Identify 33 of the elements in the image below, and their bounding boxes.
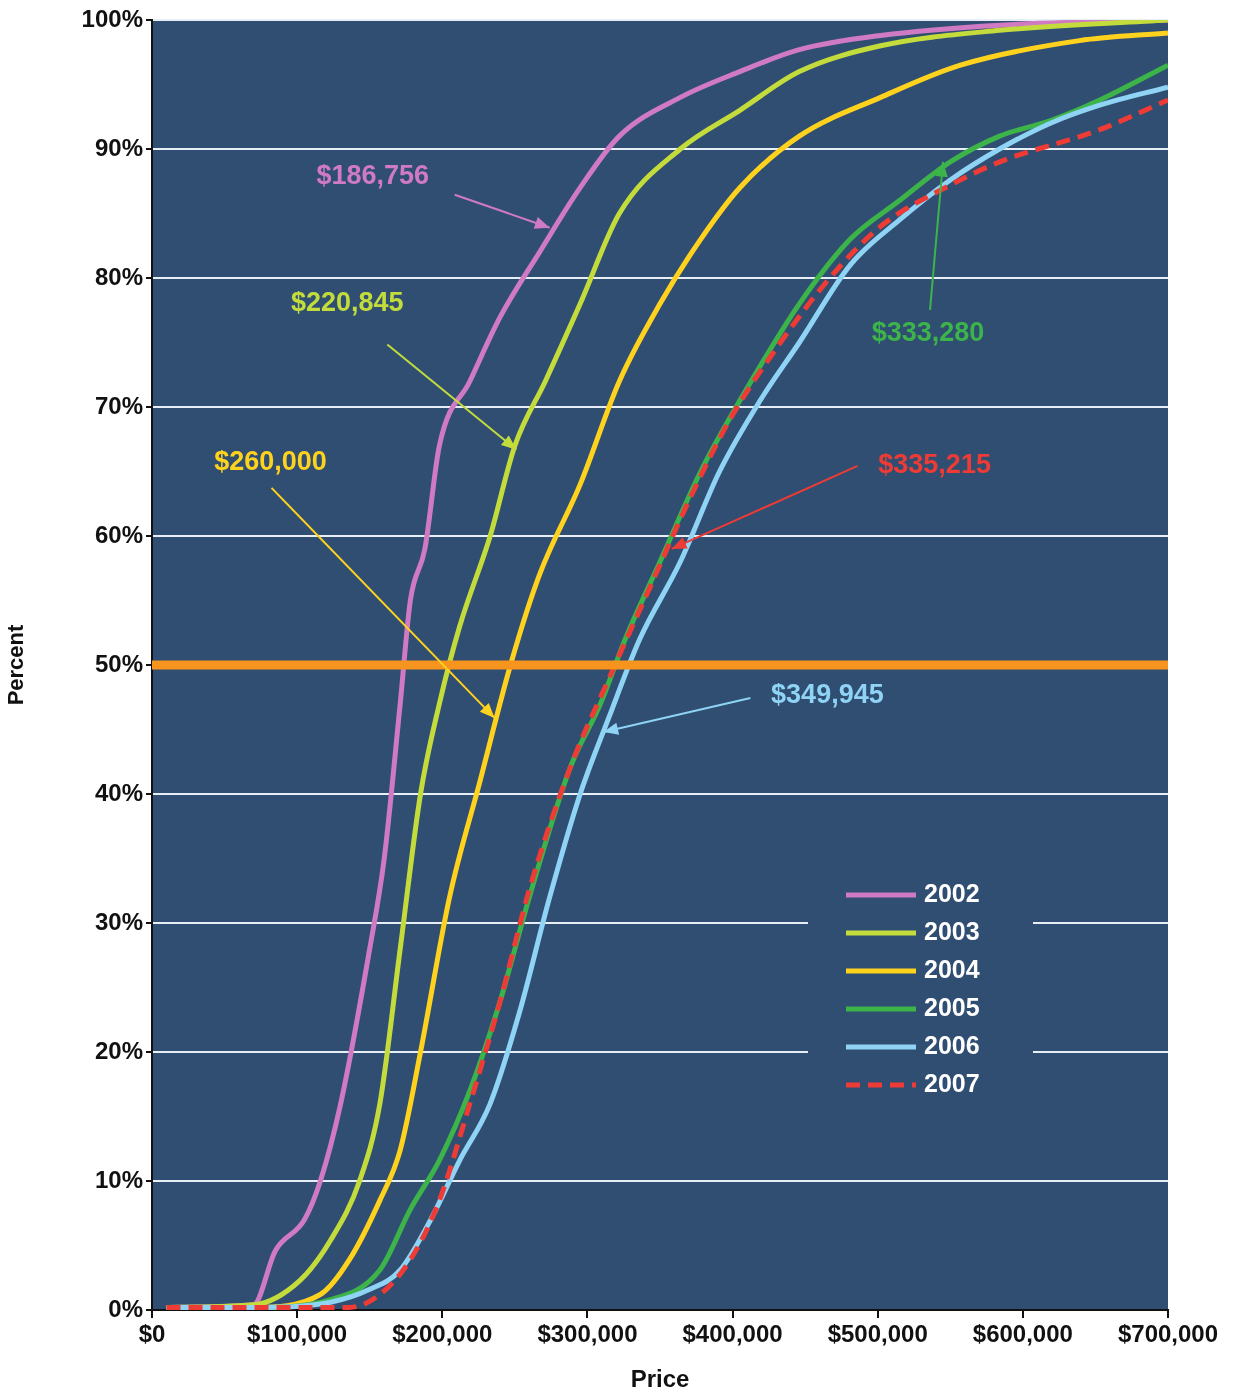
annotation: $186,756 [316,160,429,191]
x-tick-label: $600,000 [972,1320,1073,1348]
legend-label: 2007 [924,1068,980,1097]
y-tick-label: 90% [94,133,143,161]
x-tick-label: $700,000 [1117,1320,1219,1348]
annotation: $220,845 [291,287,404,318]
y-tick-label: 80% [94,262,143,290]
y-tick-label: 20% [94,1036,143,1064]
x-tick-label: $400,000 [682,1320,783,1348]
x-tick-label: $300,000 [537,1320,638,1348]
annotation: $349,945 [771,678,884,709]
x-tick-label: $500,000 [827,1320,928,1348]
annotation: $260,000 [214,446,327,477]
annotation: $333,280 [871,317,985,348]
y-tick-label: 30% [94,907,143,935]
y-tick-label: 40% [94,778,143,806]
legend-label: 2003 [924,916,980,945]
y-tick-label: 70% [94,391,143,419]
x-tick-label: $100,000 [247,1320,348,1348]
x-axis-title: Price [630,1365,690,1393]
y-tick-label: 50% [94,649,143,677]
annotation: $335,215 [878,449,991,480]
legend-label: 2002 [924,878,980,907]
y-tick-label: 10% [94,1165,143,1193]
y-tick-label: 60% [94,520,143,548]
legend-label: 2004 [924,954,980,983]
y-tick-label: 0% [108,1294,143,1322]
x-tick-label: $0 [138,1320,166,1348]
x-tick-label: $200,000 [392,1320,493,1348]
y-axis-title: Percent [3,623,29,706]
legend-label: 2006 [924,1030,980,1059]
legend-label: 2005 [924,992,980,1021]
y-tick-label: 100% [81,4,143,32]
